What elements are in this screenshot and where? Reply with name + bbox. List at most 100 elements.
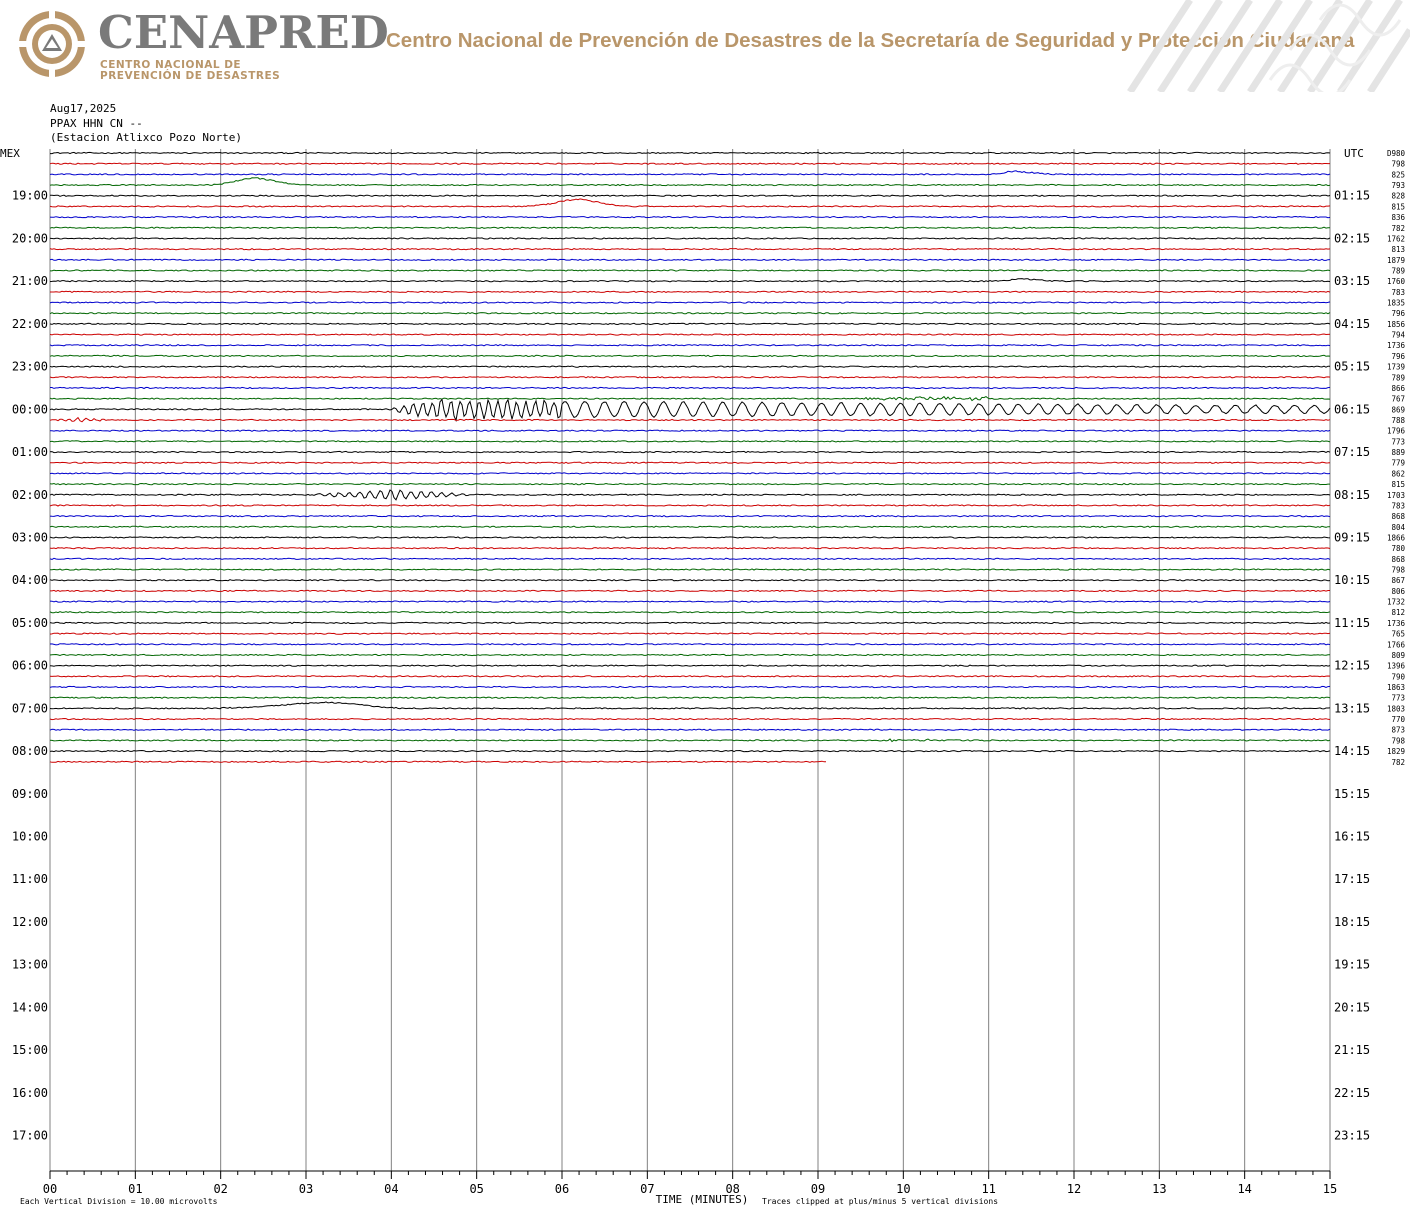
seismic-trace bbox=[49, 632, 1331, 635]
header-banner: CENAPRED CENTRO NACIONAL DE PREVENCIÓN D… bbox=[0, 0, 1410, 92]
left-hour-label: 06:00 bbox=[12, 659, 48, 673]
x-tick-label: 01 bbox=[128, 1182, 142, 1196]
cenapred-emblem-icon bbox=[17, 9, 87, 79]
left-hour-label: 16:00 bbox=[12, 1086, 48, 1100]
x-tick-label: 00 bbox=[43, 1182, 57, 1196]
seismic-trace bbox=[49, 472, 1331, 475]
x-axis-title: TIME (MINUTES) bbox=[656, 1193, 749, 1206]
right-axis-label: UTC bbox=[1344, 147, 1364, 160]
seismic-trace bbox=[49, 398, 1331, 423]
x-tick-label: 08 bbox=[725, 1182, 739, 1196]
x-tick-label: 10 bbox=[896, 1182, 910, 1196]
trace-value-label: 765 bbox=[1391, 630, 1405, 639]
trace-value-label: 1866 bbox=[1387, 533, 1406, 542]
trace-value-label: 866 bbox=[1391, 384, 1405, 393]
trace-value-label: 1703 bbox=[1387, 491, 1405, 500]
seismic-trace bbox=[49, 258, 1331, 261]
trace-value-label: 1856 bbox=[1387, 320, 1406, 329]
seismic-trace bbox=[49, 701, 1331, 710]
seismic-trace bbox=[50, 568, 1331, 571]
seismic-trace bbox=[49, 450, 1331, 454]
right-hour-label: 10:15 bbox=[1334, 573, 1370, 587]
trace-value-label: 862 bbox=[1391, 469, 1405, 478]
seismic-trace bbox=[49, 557, 1331, 560]
trace-value-label: 815 bbox=[1391, 202, 1405, 211]
seismic-trace bbox=[49, 162, 1330, 165]
seismic-trace bbox=[49, 749, 1331, 753]
trace-value-label: 806 bbox=[1391, 587, 1405, 596]
seismic-trace bbox=[49, 675, 1331, 678]
seismic-trace bbox=[49, 611, 1331, 614]
seismic-trace bbox=[49, 482, 1330, 486]
seismic-trace bbox=[49, 728, 1331, 731]
right-hour-label: 09:15 bbox=[1334, 530, 1370, 544]
trace-value-label: 789 bbox=[1391, 373, 1405, 382]
seismic-trace bbox=[49, 237, 1331, 240]
seismic-trace bbox=[49, 685, 1331, 689]
right-hour-label: 11:15 bbox=[1334, 616, 1370, 630]
x-tick-label: 05 bbox=[469, 1182, 483, 1196]
seismic-trace bbox=[49, 429, 1331, 432]
x-tick-label: 15 bbox=[1323, 1182, 1337, 1196]
trace-value-label: 770 bbox=[1391, 715, 1405, 724]
x-tick-label: 13 bbox=[1152, 1182, 1166, 1196]
trace-value-label: 788 bbox=[1391, 416, 1405, 425]
record-date: Aug17,2025 bbox=[50, 102, 117, 115]
left-hour-label: 02:00 bbox=[12, 488, 48, 502]
left-hour-label: 17:00 bbox=[12, 1129, 48, 1143]
right-hour-label: 20:15 bbox=[1334, 1000, 1370, 1014]
right-hour-label: 03:15 bbox=[1334, 274, 1370, 288]
trace-value-label: 828 bbox=[1391, 192, 1405, 201]
seismic-trace bbox=[49, 525, 1330, 528]
trace-value-label: 780 bbox=[1391, 544, 1405, 553]
seismic-trace bbox=[49, 536, 1331, 539]
right-hour-label: 22:15 bbox=[1334, 1086, 1370, 1100]
left-hour-label: 23:00 bbox=[12, 360, 48, 374]
seismic-trace bbox=[49, 322, 1331, 326]
seismic-trace bbox=[49, 416, 1331, 423]
left-hour-label: 00:00 bbox=[12, 402, 48, 416]
right-hour-label: 17:15 bbox=[1334, 872, 1370, 886]
trace-value-label: 798 bbox=[1391, 566, 1405, 575]
right-hour-label: 16:15 bbox=[1334, 830, 1370, 844]
trace-value-label: 1736 bbox=[1387, 341, 1406, 350]
trace-value-label: 1396 bbox=[1387, 662, 1406, 671]
vertical-division-note: Each Vertical Division = 10.00 microvolt… bbox=[20, 1197, 218, 1206]
seismic-trace bbox=[49, 301, 1331, 304]
x-tick-label: 03 bbox=[299, 1182, 313, 1196]
clipping-note: Traces clipped at plus/minus 5 vertical … bbox=[762, 1197, 998, 1206]
left-axis-label: MEX bbox=[0, 147, 20, 160]
right-hour-label: 12:15 bbox=[1334, 659, 1370, 673]
trace-value-label: 794 bbox=[1391, 331, 1405, 340]
trace-value-label: 1736 bbox=[1387, 619, 1406, 628]
logo-subtitle-line-2: PREVENCIÓN DE DESASTRES bbox=[100, 70, 281, 82]
left-hour-label: 11:00 bbox=[12, 872, 48, 886]
seismic-trace bbox=[49, 760, 826, 763]
trace-value-label: 796 bbox=[1391, 309, 1405, 318]
x-tick-label: 02 bbox=[213, 1182, 227, 1196]
right-hour-label: 05:15 bbox=[1334, 360, 1370, 374]
right-hour-label: 13:15 bbox=[1334, 701, 1370, 715]
x-tick-label: 06 bbox=[555, 1182, 569, 1196]
decorative-pattern bbox=[1127, 0, 1410, 92]
right-hour-label: 14:15 bbox=[1334, 744, 1370, 758]
trace-value-label: 798 bbox=[1391, 736, 1405, 745]
x-tick-label: 09 bbox=[811, 1182, 825, 1196]
seismic-trace bbox=[49, 333, 1331, 336]
seismic-trace bbox=[49, 489, 1331, 501]
seismic-trace bbox=[50, 151, 1331, 155]
logo-wordmark: CENAPRED bbox=[98, 6, 389, 59]
left-hour-label: 13:00 bbox=[12, 958, 48, 972]
trace-value-label: 868 bbox=[1391, 555, 1405, 564]
trace-value-label: 809 bbox=[1391, 651, 1405, 660]
left-hour-label: 12:00 bbox=[12, 915, 48, 929]
trace-value-label: 789 bbox=[1391, 266, 1405, 275]
trace-value-label: 798 bbox=[1391, 160, 1405, 169]
seismic-trace bbox=[49, 247, 1331, 251]
seismic-trace bbox=[49, 376, 1331, 379]
left-hour-label: 03:00 bbox=[12, 530, 48, 544]
trace-value-label: 1739 bbox=[1387, 363, 1405, 372]
x-tick-label: 04 bbox=[384, 1182, 398, 1196]
trace-value-label: 1863 bbox=[1387, 683, 1405, 692]
